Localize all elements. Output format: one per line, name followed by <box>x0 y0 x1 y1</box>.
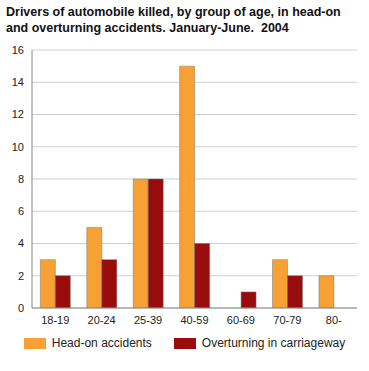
html-text:Overturning in carriageway: Overturning in carriageway <box>201 336 346 350</box>
svg-text:2: 2 <box>18 270 24 282</box>
svg-text:60-69: 60-69 <box>227 314 255 326</box>
svg-text:18-19: 18-19 <box>41 314 69 326</box>
svg-text:8: 8 <box>18 173 24 185</box>
svg-text:40-59: 40-59 <box>180 314 208 326</box>
svg-text:80-: 80- <box>326 314 342 326</box>
svg-text:16: 16 <box>12 44 24 56</box>
svg-text:6: 6 <box>18 205 24 217</box>
svg-text:20-24: 20-24 <box>88 314 116 326</box>
html-text:Head-on accidents: Head-on accidents <box>51 336 152 350</box>
html-text:Drivers of automobile killed,: Drivers of automobile killed, by group o… <box>6 5 345 35</box>
svg-text:14: 14 <box>12 76 24 88</box>
svg-text:4: 4 <box>18 237 24 249</box>
svg-text:70-79: 70-79 <box>273 314 301 326</box>
svg-text:10: 10 <box>12 141 24 153</box>
svg-text:25-39: 25-39 <box>134 314 162 326</box>
svg-text:0: 0 <box>18 302 24 314</box>
svg-text:12: 12 <box>12 108 24 120</box>
